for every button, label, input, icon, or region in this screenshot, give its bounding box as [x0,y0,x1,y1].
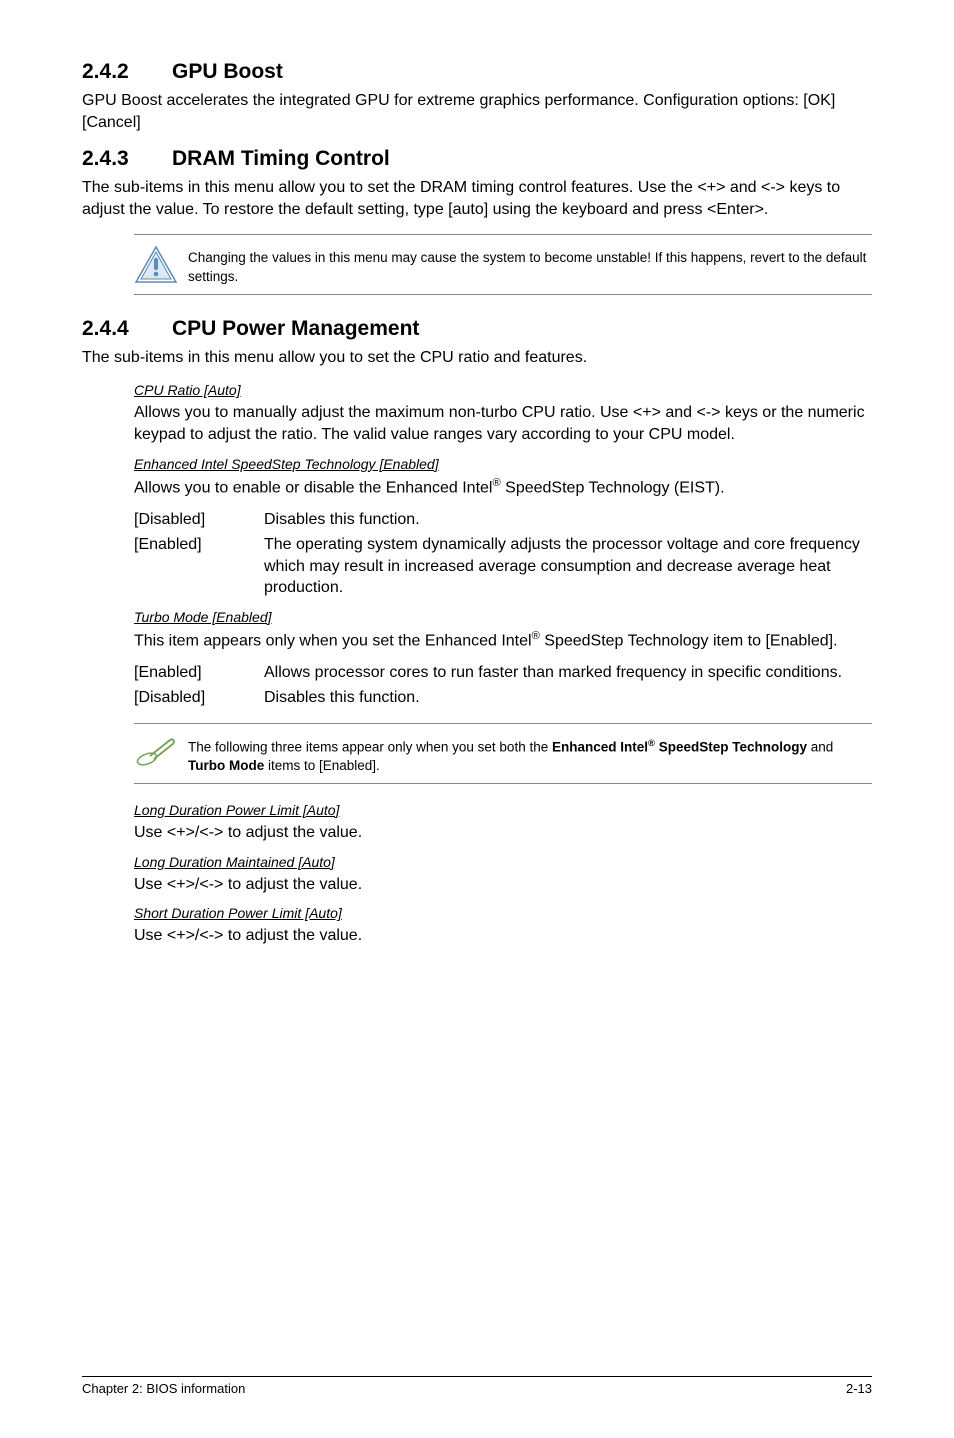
text-mid: and [807,740,833,755]
heading-num: 2.4.4 [82,317,172,341]
item-ldm: Long Duration Maintained [Auto] Use <+>/… [134,854,872,896]
option-label: [Disabled] [134,687,264,709]
item-body: Allows you to enable or disable the Enha… [134,476,872,499]
item-title: Long Duration Power Limit [Auto] [134,802,872,818]
body-244: The sub-items in this menu allow you to … [82,347,872,369]
item-sdpl: Short Duration Power Limit [Auto] Use <+… [134,905,872,947]
option-text: Disables this function. [264,509,420,531]
item-title: Enhanced Intel SpeedStep Technology [Ena… [134,456,872,472]
footer-left: Chapter 2: BIOS information [82,1381,245,1396]
item-turbo: Turbo Mode [Enabled] This item appears o… [134,609,872,709]
heading-num: 2.4.3 [82,147,172,171]
item-body: Allows you to manually adjust the maximu… [134,402,872,445]
callout-note: The following three items appear only wh… [134,723,872,784]
callout-text: Changing the values in this menu may cau… [188,243,872,285]
text-bold: SpeedStep Technology [655,740,807,755]
heading-num: 2.4.2 [82,60,172,84]
option-label: [Disabled] [134,509,264,531]
option-label: [Enabled] [134,534,264,599]
text-post: SpeedStep Technology item to [Enabled]. [540,632,838,649]
reg-mark: ® [492,477,500,489]
heading-242: 2.4.2 GPU Boost [82,60,872,84]
option-text: Disables this function. [264,687,420,709]
item-body: Use <+>/<-> to adjust the value. [134,822,872,844]
body-242: GPU Boost accelerates the integrated GPU… [82,90,872,133]
item-eist: Enhanced Intel SpeedStep Technology [Ena… [134,456,872,599]
option-label: [Enabled] [134,662,264,684]
reg-mark: ® [648,738,655,749]
text-pre: The following three items appear only wh… [188,740,552,755]
option-enabled: [Enabled] The operating system dynamical… [134,534,872,599]
item-body: Use <+>/<-> to adjust the value. [134,874,872,896]
text-pre: This item appears only when you set the … [134,632,532,649]
note-icon [134,732,188,768]
callout-text: The following three items appear only wh… [188,732,872,775]
item-cpu-ratio: CPU Ratio [Auto] Allows you to manually … [134,382,872,445]
heading-title: CPU Power Management [172,317,419,341]
text-post: items to [Enabled]. [264,758,380,773]
heading-title: GPU Boost [172,60,283,84]
item-title: CPU Ratio [Auto] [134,382,872,398]
option-enabled: [Enabled] Allows processor cores to run … [134,662,872,684]
heading-243: 2.4.3 DRAM Timing Control [82,147,872,171]
page: 2.4.2 GPU Boost GPU Boost accelerates th… [0,0,954,1438]
option-disabled: [Disabled] Disables this function. [134,687,872,709]
item-title: Short Duration Power Limit [Auto] [134,905,872,921]
text-pre: Allows you to enable or disable the Enha… [134,479,492,496]
reg-mark: ® [532,630,540,642]
item-title: Long Duration Maintained [Auto] [134,854,872,870]
body-243: The sub-items in this menu allow you to … [82,177,872,220]
heading-title: DRAM Timing Control [172,147,390,171]
text-post: SpeedStep Technology (EIST). [501,479,725,496]
caution-icon [134,243,188,285]
text-bold: Enhanced Intel [552,740,648,755]
option-disabled: [Disabled] Disables this function. [134,509,872,531]
heading-244: 2.4.4 CPU Power Management [82,317,872,341]
footer-right: 2-13 [846,1381,872,1396]
item-title: Turbo Mode [Enabled] [134,609,872,625]
option-text: Allows processor cores to run faster tha… [264,662,842,684]
page-footer: Chapter 2: BIOS information 2-13 [82,1376,872,1396]
option-text: The operating system dynamically adjusts… [264,534,872,599]
item-body: Use <+>/<-> to adjust the value. [134,925,872,947]
item-body: This item appears only when you set the … [134,629,872,652]
callout-caution: Changing the values in this menu may cau… [134,234,872,294]
text-bold: Turbo Mode [188,758,264,773]
item-ldpl: Long Duration Power Limit [Auto] Use <+>… [134,802,872,844]
